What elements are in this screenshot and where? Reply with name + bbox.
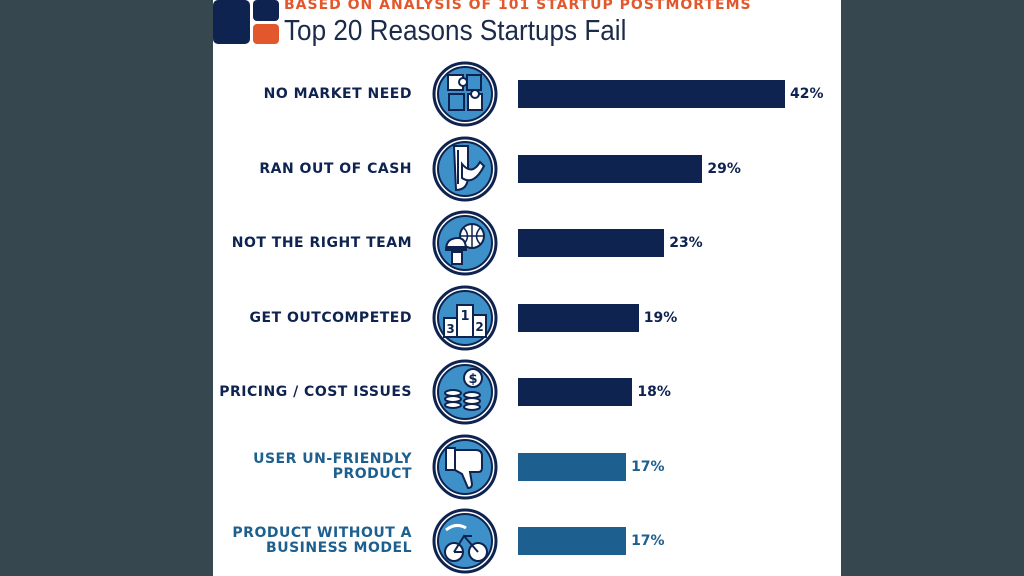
bar-row: PRODUCT WITHOUT A BUSINESS MODEL 17% <box>213 508 841 574</box>
bar <box>518 527 627 555</box>
bar-row: NOT THE RIGHT TEAM 23% <box>213 210 841 276</box>
value-label: 18% <box>637 384 671 400</box>
svg-text:2: 2 <box>475 320 483 334</box>
category-label: USER UN-FRIENDLY PRODUCT <box>253 450 412 482</box>
bar <box>518 80 785 108</box>
svg-text:3: 3 <box>446 322 454 336</box>
bar-row: GET OUTCOMPETED 1 2 3 19% <box>213 285 841 351</box>
puzzle-icon <box>432 61 498 127</box>
chart-subtitle: BASED ON ANALYSIS OF 101 STARTUP POSTMOR… <box>284 0 752 13</box>
bicycle-icon <box>432 508 498 574</box>
team-players-icon <box>432 210 498 276</box>
value-label: 29% <box>707 160 741 177</box>
bar <box>518 229 665 257</box>
category-label: NOT THE RIGHT TEAM <box>231 235 412 251</box>
category-label: GET OUTCOMPETED <box>249 309 412 326</box>
chart-title: Top 20 Reasons Startups Fail <box>284 15 627 47</box>
bar-row: NO MARKET NEED 42% <box>213 61 841 127</box>
bar-row: USER UN-FRIENDLY PRODUCT 17% <box>213 434 841 500</box>
coins-icon: $ <box>432 359 498 425</box>
value-label: 17% <box>631 533 665 549</box>
value-label: 42% <box>790 86 824 102</box>
empty-pocket-icon <box>432 136 498 202</box>
bar <box>518 154 703 183</box>
category-label: NO MARKET NEED <box>263 86 412 102</box>
category-label: RAN OUT OF CASH <box>259 160 412 177</box>
bar-row: PRICING / COST ISSUES $ 18% <box>213 359 841 425</box>
svg-text:1: 1 <box>460 309 469 324</box>
category-label: PRODUCT WITHOUT A BUSINESS MODEL <box>232 525 412 556</box>
value-label: 19% <box>643 309 678 326</box>
bar <box>518 303 639 332</box>
bar <box>518 452 627 481</box>
value-label: 17% <box>631 458 665 475</box>
logo-icon <box>213 0 279 44</box>
infographic-panel: BASED ON ANALYSIS OF 101 STARTUP POSTMOR… <box>213 0 841 576</box>
bar-row: RAN OUT OF CASH 29% <box>213 136 841 202</box>
category-label: PRICING / COST ISSUES <box>219 384 412 400</box>
thumbs-down-icon <box>432 434 498 500</box>
value-label: 23% <box>669 235 703 251</box>
podium-icon: 1 2 3 <box>432 285 498 351</box>
bar <box>518 378 633 406</box>
svg-text:$: $ <box>468 372 477 387</box>
